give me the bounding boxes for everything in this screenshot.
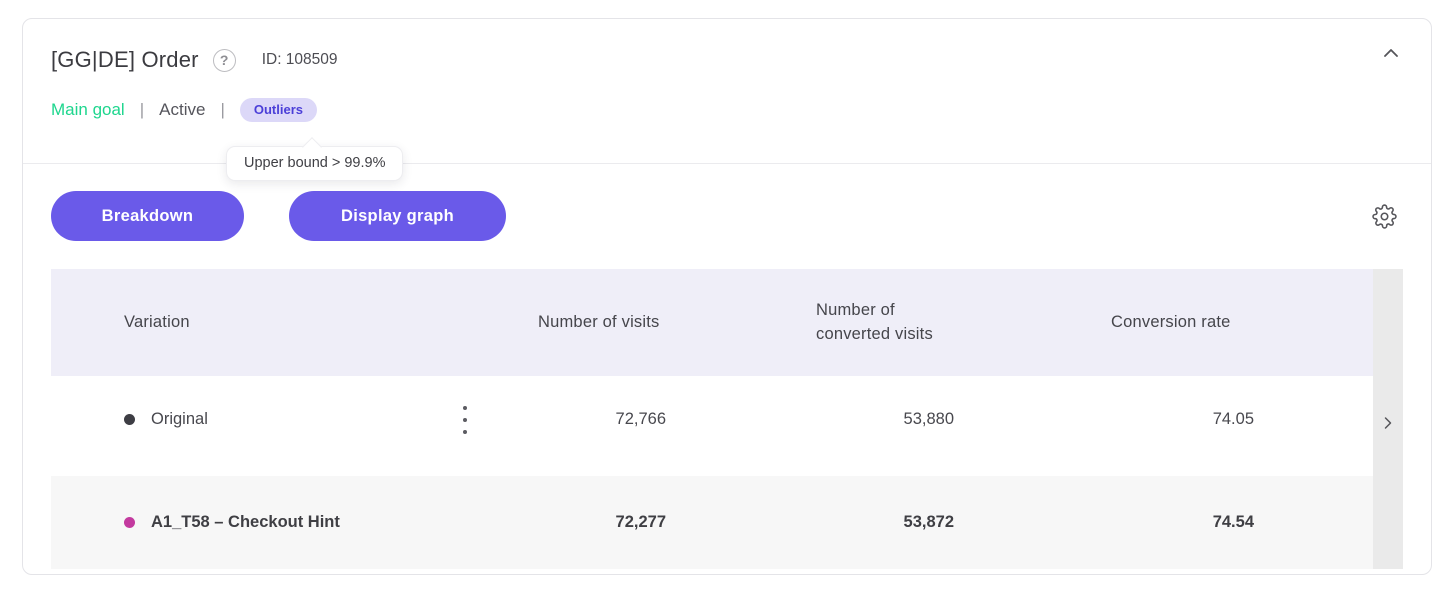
table-row-variant[interactable]: A1_T58 – Checkout Hint 72,277 53,872 74.… [51,476,1373,569]
help-icon[interactable]: ? [212,48,236,72]
separator: | [220,100,225,119]
variation-color-dot [124,414,135,425]
row-gap [51,463,1373,476]
variation-name: A1_T58 – Checkout Hint [151,513,340,531]
settings-gear-icon[interactable] [1372,203,1397,229]
conversion-rate-cell: 74.05 [1212,410,1254,428]
active-status-label: Active [159,100,206,119]
visits-cell: 72,277 [615,513,666,531]
table-side-strip [1373,269,1403,569]
goal-card-header: [GG|DE] Order ? ID: 108509 Main goal | A… [23,19,1431,164]
conversion-rate-cell: 74.54 [1212,513,1254,531]
status-row: Main goal | Active | Outliers [51,98,1403,122]
column-header-number-of-converted-visits: Number of converted visits [816,300,933,343]
page-title: [GG|DE] Order [51,47,199,72]
variation-cell: Original [51,410,538,429]
row-expand-chevron-right-icon[interactable] [1378,413,1398,433]
table-header-row: Variation Number of visits Number of con… [51,269,1373,376]
results-table: Variation Number of visits Number of con… [51,269,1403,569]
table-row-original[interactable]: Original 72,766 53,880 74.05 [51,376,1373,463]
column-header-number-of-visits: Number of visits [538,312,660,331]
separator: | [139,100,145,119]
variation-name: Original [151,410,208,428]
goal-card: [GG|DE] Order ? ID: 108509 Main goal | A… [22,18,1432,575]
column-header-variation: Variation [124,312,190,331]
collapse-chevron-up-icon[interactable] [1379,41,1403,65]
breakdown-button[interactable]: Breakdown [51,191,244,241]
variation-color-dot [124,517,135,528]
title-row: [GG|DE] Order ? ID: 108509 [51,47,1403,73]
variation-cell: A1_T58 – Checkout Hint [51,513,538,532]
outliers-badge[interactable]: Outliers [239,98,317,122]
toolbar: Breakdown Display graph [51,191,1403,241]
converted-visits-cell: 53,880 [903,410,954,428]
main-goal-label[interactable]: Main goal [51,100,125,119]
converted-visits-cell: 53,872 [903,513,954,531]
outliers-tooltip-text: Upper bound > 99.9% [244,155,386,171]
display-graph-button[interactable]: Display graph [289,191,506,241]
column-header-conversion-rate: Conversion rate [1111,312,1231,331]
outliers-tooltip: Upper bound > 99.9% [226,146,404,181]
visits-cell: 72,766 [615,410,666,428]
goal-id: ID: 108509 [261,51,338,68]
row-kebab-menu-icon[interactable] [457,400,473,440]
